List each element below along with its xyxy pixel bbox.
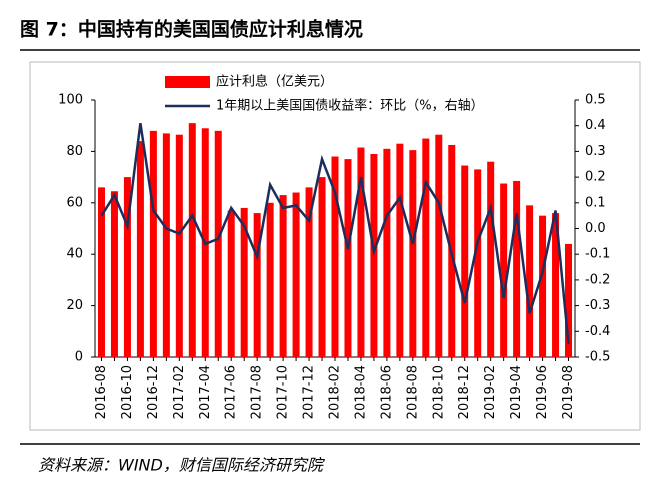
line-series: [100, 122, 570, 345]
x-tick-label: 2016-08: [94, 365, 109, 419]
y2-tick-label: 0.3: [585, 144, 606, 159]
y2-tick-label: -0.5: [585, 350, 610, 365]
x-tick-label: 2017-10: [276, 365, 291, 419]
bar: [409, 150, 417, 357]
x-tick-label: 2017-12: [302, 365, 317, 419]
bar: [162, 133, 170, 357]
bar: [253, 213, 261, 357]
bar: [331, 156, 339, 357]
bar: [370, 153, 378, 357]
x-tick-label: 2016-10: [120, 365, 135, 419]
y-tick-label: 20: [66, 298, 83, 313]
legend-label: 应计利息（亿美元）: [216, 74, 333, 90]
x-tick-label: 2019-08: [561, 365, 576, 419]
y-tick-label: 0: [75, 350, 83, 365]
x-tick-label: 2018-02: [328, 365, 343, 419]
x-tick-label: 2017-02: [172, 365, 187, 419]
x-tick-label: 2018-06: [379, 365, 394, 419]
y2-tick-label: -0.4: [585, 324, 610, 339]
y-tick-label: 40: [66, 247, 83, 262]
y2-tick-label: 0.0: [585, 221, 606, 236]
bar: [396, 143, 404, 357]
bar: [279, 195, 287, 357]
y2-tick-label: 0.1: [585, 195, 606, 210]
y-tick-label: 60: [66, 195, 83, 210]
bar: [123, 177, 131, 357]
bar: [305, 187, 313, 357]
bar: [383, 148, 391, 357]
x-tick-label: 2019-02: [483, 365, 498, 419]
bar: [188, 123, 196, 357]
bar: [318, 177, 326, 357]
bar: [175, 134, 183, 357]
legend-swatch: [165, 76, 210, 88]
x-tick-label: 2017-08: [250, 365, 265, 419]
bar: [461, 165, 469, 357]
y2-tick-label: -0.1: [585, 247, 610, 262]
y2-tick-label: 0.5: [585, 93, 606, 108]
bar: [97, 187, 105, 357]
y2-tick-label: 0.2: [585, 170, 606, 185]
x-tick-label: 2019-04: [509, 365, 524, 419]
x-tick-label: 2017-04: [198, 365, 213, 419]
bar: [266, 202, 274, 357]
bar: [565, 243, 573, 357]
bar: [136, 141, 144, 357]
x-tick-label: 2018-04: [353, 365, 368, 419]
bar: [526, 205, 534, 357]
bar: [474, 169, 482, 357]
x-tick-label: 2018-08: [405, 365, 420, 419]
bar: [435, 134, 443, 357]
x-tick-label: 2019-06: [535, 365, 550, 419]
bar: [214, 130, 222, 357]
bar: [500, 183, 508, 357]
chart-title: 图 7：中国持有的美国国债应计利息情况: [20, 18, 363, 41]
bar: [292, 192, 300, 357]
y2-tick-label: -0.3: [585, 298, 610, 313]
bar: [227, 210, 235, 357]
bar: [357, 147, 365, 357]
bar: [552, 213, 560, 357]
bar: [110, 191, 118, 357]
x-tick-label: 2017-06: [224, 365, 239, 419]
source-note: 资料来源：WIND，财信国际经济研究院: [38, 456, 326, 475]
bar: [422, 138, 430, 357]
x-tick-label: 2018-12: [457, 365, 472, 419]
bar: [539, 215, 547, 357]
bar: [344, 159, 352, 357]
bar: [513, 180, 521, 357]
y2-tick-label: -0.2: [585, 272, 610, 287]
x-tick-label: 2016-12: [146, 365, 161, 419]
bar: [240, 207, 248, 357]
y-tick-label: 100: [58, 93, 83, 108]
legend-label: 1年期以上美国国债收益率：环比（%，右轴）: [216, 98, 484, 114]
y2-tick-label: 0.4: [585, 118, 606, 133]
bar: [487, 161, 495, 357]
chart-frame: [29, 61, 641, 431]
bar: [149, 130, 157, 357]
x-tick-label: 2018-10: [431, 365, 446, 419]
y-tick-label: 80: [66, 144, 83, 159]
